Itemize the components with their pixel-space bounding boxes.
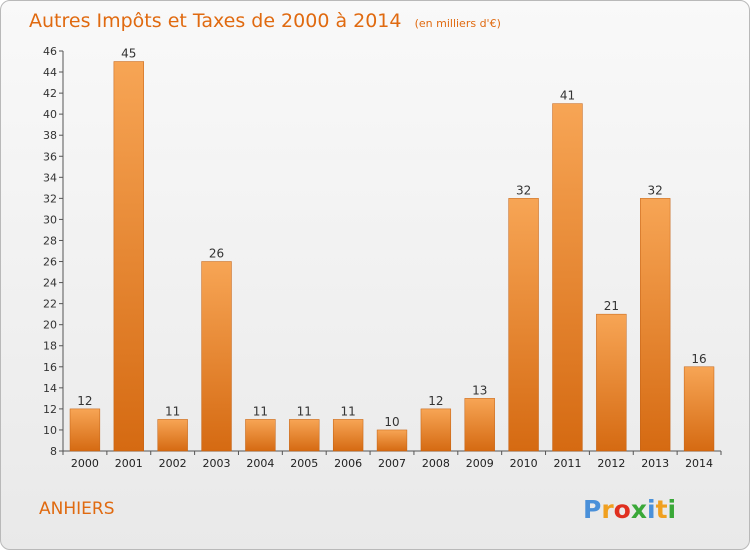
logo-letter: t [656,495,668,524]
logo-letter: x [631,495,647,524]
y-tick-label: 26 [43,256,57,269]
y-tick-label: 36 [43,150,57,163]
x-tick-label-2014: 2014 [685,457,713,470]
bar-2010[interactable] [508,198,539,452]
value-label-2014: 16 [691,352,706,366]
x-tick-label-2010: 2010 [510,457,538,470]
logo-letter: r [601,495,614,524]
y-tick-label: 10 [43,424,57,437]
x-tick-label-2009: 2009 [466,457,494,470]
value-label-2006: 11 [340,404,355,418]
x-tick-label-2008: 2008 [422,457,450,470]
bar-2001[interactable] [113,61,144,452]
bar-2002[interactable] [157,419,188,452]
value-label-2002: 11 [165,404,180,418]
value-label-2001: 45 [121,47,136,61]
chart-title-unit: (en milliers d'€) [415,17,501,30]
y-tick-label: 32 [43,192,57,205]
x-tick-label-2002: 2002 [159,457,187,470]
logo-letter: i [647,495,656,524]
bar-2003[interactable] [201,261,232,452]
commune-name: ANHIERS [39,499,115,519]
value-label-2004: 11 [253,404,268,418]
bar-2011[interactable] [552,103,583,452]
x-tick-label-2013: 2013 [641,457,669,470]
y-tick-label: 22 [43,298,57,311]
x-tick-label-2003: 2003 [203,457,231,470]
bars [69,61,715,452]
x-tick-label-2011: 2011 [553,457,581,470]
logo-letter: P [583,495,601,524]
chart-title: Autres Impôts et Taxes de 2000 à 2014 (e… [29,10,501,32]
value-label-2013: 32 [648,183,663,197]
x-axis: 2000 2001 2002 2003 2004 2005 2006 2007 2008 2009… [62,450,722,470]
x-tick-label-2004: 2004 [246,457,274,470]
bar-2012[interactable] [596,313,627,452]
bar-2004[interactable] [245,419,276,452]
bar-2000[interactable] [69,408,101,452]
y-tick-label: 44 [43,66,57,79]
value-label-2009: 13 [472,383,487,397]
y-tick-label: 40 [43,108,57,121]
y-tick-label: 42 [43,87,57,100]
y-tick-label: 30 [43,213,57,226]
value-label-2012: 21 [604,299,619,313]
bar-2007[interactable] [376,429,408,452]
y-tick-label: 46 [43,45,57,58]
x-tick-label-2001: 2001 [115,457,143,470]
value-label-2011: 41 [560,89,575,103]
x-tick-label-2006: 2006 [334,457,362,470]
bar-2008[interactable] [420,408,452,452]
value-label-2010: 32 [516,183,531,197]
y-tick-label: 24 [43,277,57,290]
value-label-2007: 10 [384,415,399,429]
y-tick-label: 8 [50,445,57,458]
y-tick-label: 34 [43,171,57,184]
y-tick-label: 18 [43,340,57,353]
y-tick-label: 38 [43,129,57,142]
x-tick-label-2005: 2005 [290,457,318,470]
y-tick-label: 14 [43,382,57,395]
y-axis: 8 10 12 14 16 18 20 22 24 26 28 30 32 34 36 38 40 42 44 46 [43,45,64,458]
value-label-2000: 12 [77,394,92,408]
y-tick-label: 16 [43,361,57,374]
value-label-2005: 11 [297,404,312,418]
value-labels: 12 45 11 26 11 11 11 10 12 13 32 41 21 32 16 [77,47,706,429]
proxiti-logo[interactable]: Proxiti [583,495,676,524]
bar-2006[interactable] [332,419,364,452]
value-label-2003: 26 [209,247,224,261]
x-tick-label-2000: 2000 [71,457,99,470]
value-label-2008: 12 [428,394,443,408]
y-tick-label: 28 [43,234,57,247]
chart-title-main: Autres Impôts et Taxes de 2000 à 2014 [29,10,402,32]
x-tick-label-2007: 2007 [378,457,406,470]
logo-letter: o [614,495,631,524]
bar-2014[interactable] [683,366,715,452]
bar-2013[interactable] [640,198,671,452]
y-tick-label: 20 [43,319,57,332]
bar-2005[interactable] [289,419,320,452]
logo-letter: i [668,495,677,524]
x-tick-label-2012: 2012 [597,457,625,470]
bar-2009[interactable] [464,398,495,452]
y-tick-label: 12 [43,403,57,416]
